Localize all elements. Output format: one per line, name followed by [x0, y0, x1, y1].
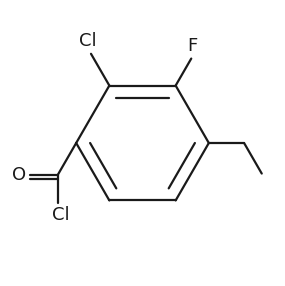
Text: O: O	[12, 166, 26, 184]
Text: F: F	[188, 37, 198, 55]
Text: Cl: Cl	[79, 32, 97, 50]
Text: Cl: Cl	[52, 206, 70, 225]
